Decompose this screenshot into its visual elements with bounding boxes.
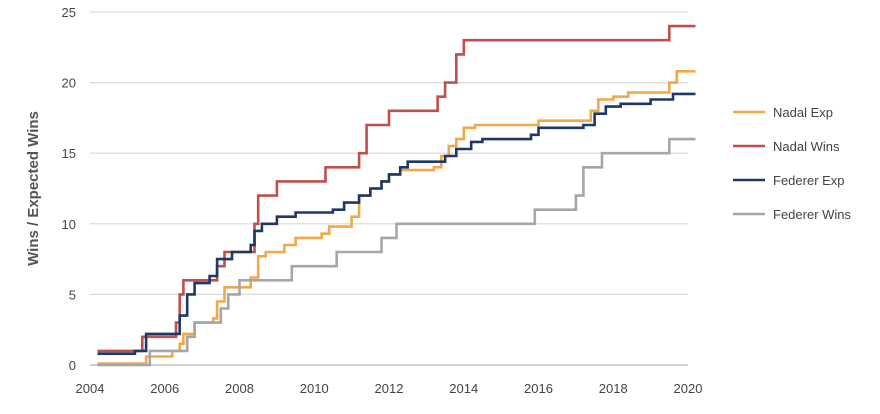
legend-label: Federer Exp bbox=[773, 173, 845, 188]
x-tick-label: 2004 bbox=[76, 381, 105, 396]
x-tick-label: 2010 bbox=[300, 381, 329, 396]
series-lines bbox=[97, 24, 696, 367]
gridlines bbox=[90, 11, 688, 295]
legend: Nadal Exp Nadal Wins Federer Exp Federer Wi… bbox=[733, 105, 852, 222]
y-tick-label: 5 bbox=[69, 287, 76, 302]
y-tick-label: 0 bbox=[69, 358, 76, 373]
x-tick-label: 2006 bbox=[150, 381, 179, 396]
legend-label: Nadal Exp bbox=[773, 105, 833, 120]
y-tick-labels: 0 5 10 15 20 25 bbox=[62, 5, 76, 373]
legend-label: Federer Wins bbox=[773, 207, 852, 222]
series-line-3 bbox=[97, 137, 696, 367]
y-tick-label: 20 bbox=[62, 76, 76, 91]
y-axis-label: Wins / Expected Wins bbox=[25, 111, 42, 266]
x-tick-label: 2008 bbox=[225, 381, 254, 396]
x-tick-label: 2012 bbox=[375, 381, 404, 396]
legend-label: Nadal Wins bbox=[773, 139, 840, 154]
y-tick-label: 15 bbox=[62, 146, 76, 161]
x-tick-label: 2016 bbox=[524, 381, 553, 396]
series-line-1 bbox=[97, 24, 696, 353]
y-tick-label: 10 bbox=[62, 217, 76, 232]
y-tick-label: 25 bbox=[62, 5, 76, 20]
x-tick-label: 2014 bbox=[449, 381, 478, 396]
x-tick-label: 2020 bbox=[674, 381, 703, 396]
x-tick-labels: 2004 2006 2008 2010 2012 2014 2016 2018 2020 bbox=[76, 381, 703, 396]
x-tick-label: 2018 bbox=[599, 381, 628, 396]
series-line-2 bbox=[97, 92, 696, 355]
series-line-0 bbox=[97, 70, 696, 365]
